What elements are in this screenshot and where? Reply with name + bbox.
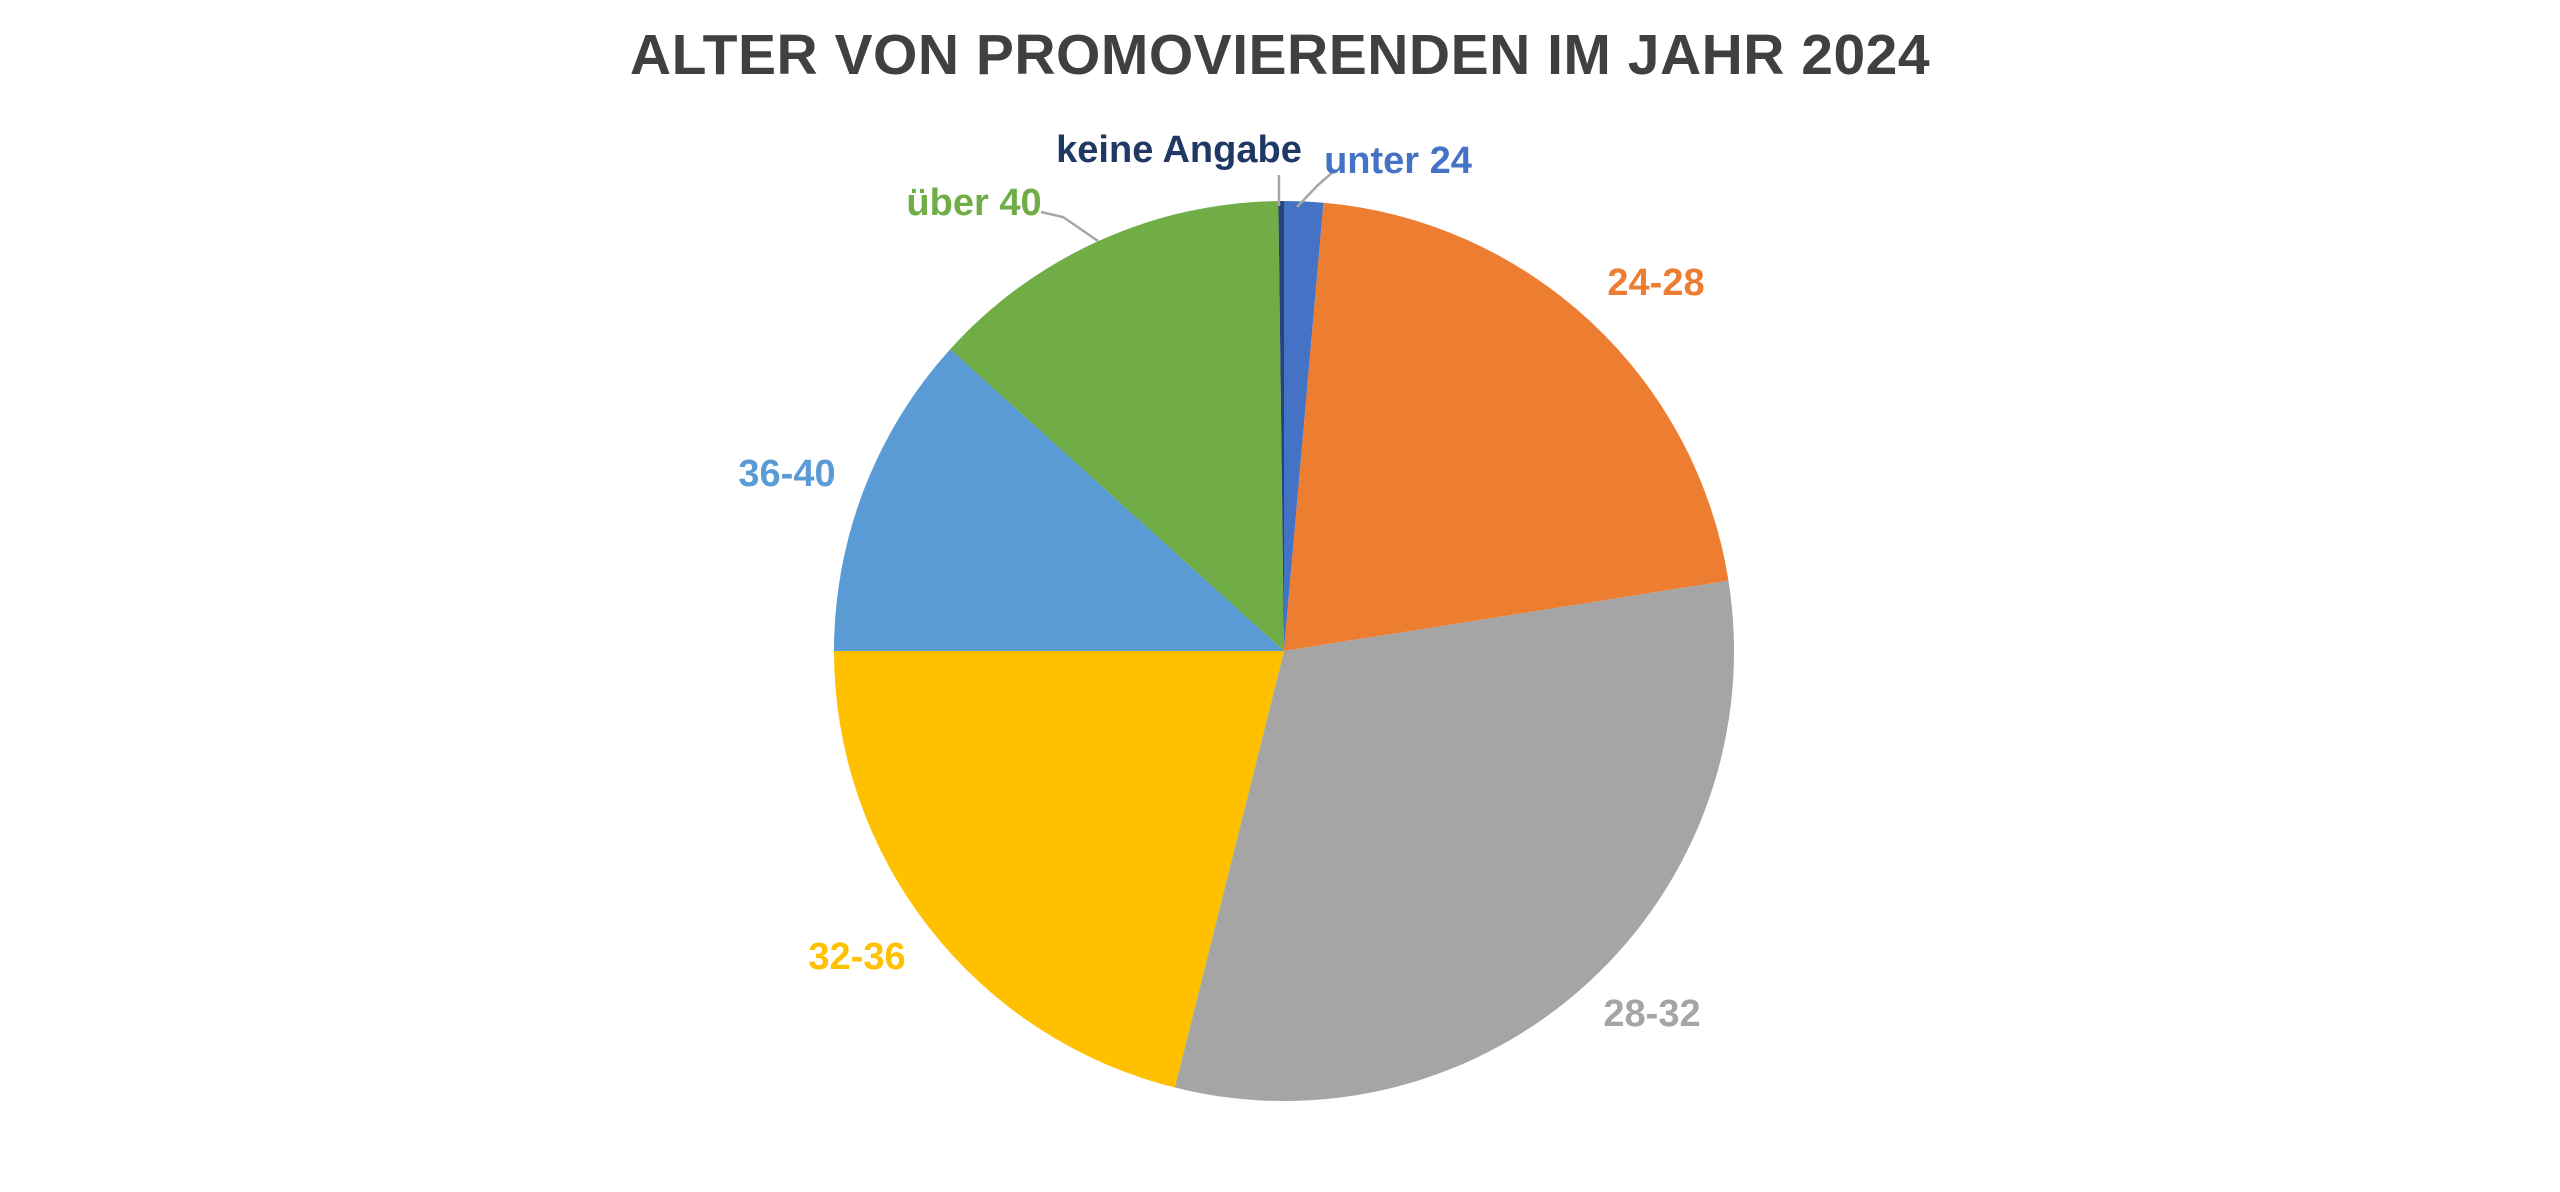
slice-label-36-40: 36-40 xyxy=(738,453,836,495)
chart-title: ALTER VON PROMOVIERENDEN IM JAHR 2024 xyxy=(629,23,1931,87)
slice-label-keine-angabe: keine Angabe xyxy=(1056,129,1302,171)
pie-slice-36-40 xyxy=(834,349,1284,651)
unter-24-leader-line xyxy=(1296,170,1335,208)
slice-label-32-36: 32-36 xyxy=(808,936,906,978)
slice-label-unter-24: unter 24 xyxy=(1324,140,1472,182)
ueber-40-leader-line xyxy=(1040,210,1099,243)
pie-slice-über-40 xyxy=(950,201,1284,652)
slice-label-24-28: 24-28 xyxy=(1607,262,1705,304)
pie-slice-unter-24 xyxy=(1284,201,1324,651)
pie-slice-24-28 xyxy=(1284,202,1729,652)
slice-label-ueber-40: über 40 xyxy=(906,182,1042,224)
pie-slice-keine-angabe xyxy=(1278,201,1284,651)
pie-slice-32-36 xyxy=(834,651,1284,1088)
slice-label-28-32: 28-32 xyxy=(1603,993,1701,1035)
pie-slice-28-32 xyxy=(1174,580,1735,1102)
